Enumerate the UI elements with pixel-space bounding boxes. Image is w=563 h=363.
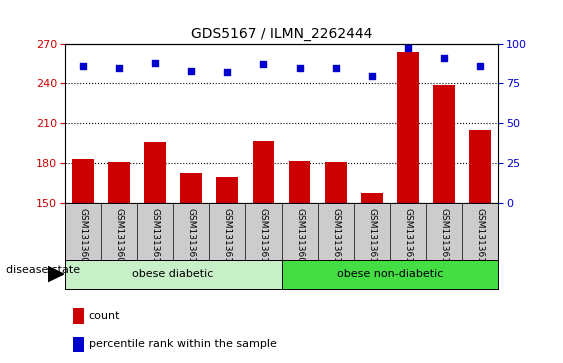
Point — [78, 63, 87, 69]
Bar — [470, 130, 491, 203]
Text: GSM1313617: GSM1313617 — [476, 208, 485, 269]
Bar — [216, 177, 238, 203]
Bar — [434, 85, 455, 203]
Text: GSM1313611: GSM1313611 — [187, 208, 196, 269]
Bar — [361, 193, 383, 203]
Title: GDS5167 / ILMN_2262444: GDS5167 / ILMN_2262444 — [191, 27, 372, 41]
Text: GSM1313607: GSM1313607 — [78, 208, 87, 269]
Bar — [397, 52, 419, 203]
Bar — [289, 161, 310, 203]
Bar — [72, 159, 93, 203]
Text: GSM1313612: GSM1313612 — [331, 208, 340, 268]
Text: GSM1313609: GSM1313609 — [114, 208, 123, 269]
Text: obese diabetic: obese diabetic — [132, 269, 214, 279]
Text: percentile rank within the sample: percentile rank within the sample — [88, 339, 276, 349]
Text: GSM1313610: GSM1313610 — [150, 208, 159, 269]
Bar — [65, 260, 282, 289]
Polygon shape — [48, 266, 64, 282]
Point — [331, 65, 340, 70]
Bar — [282, 260, 498, 289]
Bar — [73, 337, 84, 352]
Text: disease state: disease state — [6, 265, 80, 276]
Point — [295, 65, 304, 70]
Bar — [73, 308, 84, 323]
Bar — [253, 141, 274, 203]
Point — [440, 55, 449, 61]
Point — [150, 60, 159, 66]
Point — [223, 69, 232, 75]
Point — [367, 73, 376, 78]
Text: obese non-diabetic: obese non-diabetic — [337, 269, 443, 279]
Bar — [325, 162, 347, 203]
Text: GSM1313616: GSM1313616 — [223, 208, 232, 269]
Text: GSM1313615: GSM1313615 — [440, 208, 449, 269]
Point — [114, 65, 123, 70]
Point — [476, 63, 485, 69]
Bar — [108, 162, 129, 203]
Text: GSM1313614: GSM1313614 — [404, 208, 413, 268]
Point — [187, 68, 196, 74]
Bar — [180, 173, 202, 203]
Text: GSM1313618: GSM1313618 — [259, 208, 268, 269]
Text: count: count — [88, 311, 120, 321]
Text: GSM1313608: GSM1313608 — [295, 208, 304, 269]
Text: GSM1313613: GSM1313613 — [367, 208, 376, 269]
Point — [259, 61, 268, 67]
Point — [404, 45, 413, 51]
Bar — [144, 142, 166, 203]
